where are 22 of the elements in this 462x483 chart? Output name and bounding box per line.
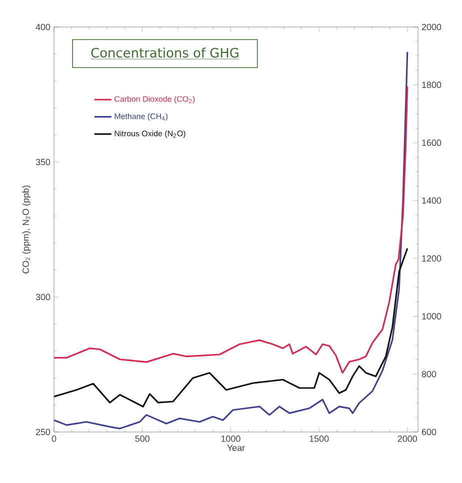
line-series [54,86,408,374]
x-tick-label: 1500 [310,436,329,442]
x-tick-label: 0 [52,436,56,442]
y2-tick-label: 1000 [422,313,442,320]
y-tick-label: 350 [36,158,50,166]
x-tick-label: 2000 [398,436,418,442]
y2-tick-label: 1400 [422,197,442,204]
x-tick-label: 1000 [221,436,240,442]
x-axis-title: Year [227,444,245,451]
y2-tick-label: 600 [422,428,436,436]
text: Concentrations of GHG [91,48,238,58]
y-tick-label: 250 [36,428,50,436]
y-axis-title: CO$_{2}$ (ppm), N$_{2}$O (ppb) [22,186,31,274]
y-tick-label: 400 [36,24,50,30]
x-tick-label: 500 [135,436,150,442]
y-tick-label: 300 [36,294,50,300]
y2-tick-label: 1600 [422,140,442,146]
line-series [54,248,408,408]
y2-tick-label: 1200 [422,255,442,262]
y2-tick-label: 800 [422,370,436,378]
y2-tick-label: 2000 [422,24,442,30]
y2-tick-label: 1800 [422,82,442,88]
